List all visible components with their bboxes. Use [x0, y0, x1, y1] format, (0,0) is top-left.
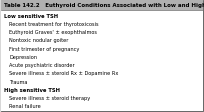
Text: Trauma: Trauma [9, 79, 27, 84]
Text: Euthyroid Graves' ± exophthalmos: Euthyroid Graves' ± exophthalmos [9, 30, 97, 35]
Bar [1, 1, 203, 11]
Text: Low sensitive TSH: Low sensitive TSH [4, 14, 58, 18]
Text: First trimester of pregnancy: First trimester of pregnancy [9, 46, 79, 51]
Bar [1, 11, 203, 111]
Text: Renal failure: Renal failure [9, 103, 41, 108]
Text: Severe illness ± steroid therapy: Severe illness ± steroid therapy [9, 95, 90, 100]
Text: High sensitive TSH: High sensitive TSH [4, 87, 60, 92]
Text: Nontoxic nodular goiter: Nontoxic nodular goiter [9, 38, 68, 43]
Text: Table 142.2   Euthyroid Conditions Associated with Low and High Sensitive TSH: Table 142.2 Euthyroid Conditions Associa… [4, 3, 204, 8]
Text: Severe illness ± steroid Rx ± Dopamine Rx: Severe illness ± steroid Rx ± Dopamine R… [9, 71, 118, 76]
Text: Recent treatment for thyrotoxicosis: Recent treatment for thyrotoxicosis [9, 22, 99, 27]
Text: Depression: Depression [9, 54, 37, 59]
Text: Acute psychiatric disorder: Acute psychiatric disorder [9, 63, 75, 68]
